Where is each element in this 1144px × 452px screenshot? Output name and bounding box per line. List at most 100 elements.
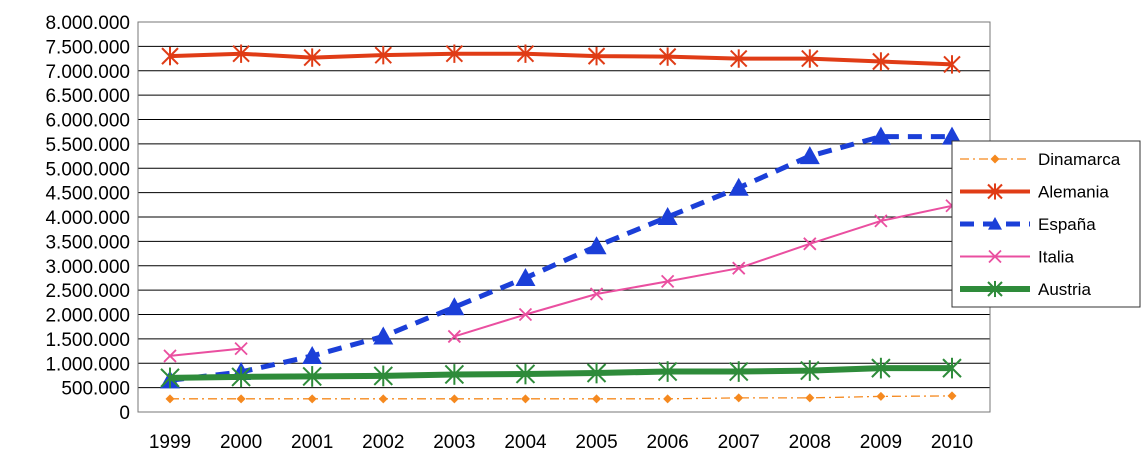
data-point: [163, 349, 177, 363]
data-point: [303, 48, 321, 67]
x-tick-label: 1999: [149, 432, 191, 452]
y-tick-label: 5.000.000: [45, 159, 130, 180]
x-tick-label: 2004: [504, 432, 547, 452]
data-point: [728, 177, 749, 196]
y-tick-label: 3.500.000: [45, 232, 130, 253]
legend-label: Italia: [1038, 248, 1074, 267]
x-tick-label: 2010: [931, 432, 973, 452]
data-point: [515, 267, 536, 286]
data-point: [871, 357, 891, 379]
data-point: [988, 249, 1002, 264]
x-tick-label: 2001: [291, 432, 333, 452]
data-point: [730, 49, 748, 68]
series-españa: [160, 126, 962, 389]
data-point: [874, 214, 888, 228]
data-point: [378, 394, 388, 404]
data-point: [516, 44, 535, 63]
data-point: [589, 287, 604, 301]
data-point: [987, 183, 1003, 200]
legend-item-dinamarca: Dinamarca: [960, 150, 1121, 169]
x-tick-label: 2007: [718, 432, 760, 452]
legend-label: Dinamarca: [1038, 150, 1121, 169]
series-line: [169, 51, 953, 67]
data-point: [800, 360, 820, 381]
data-point: [302, 366, 322, 387]
legend-item-italia: Italia: [960, 248, 1074, 267]
y-tick-label: 2.500.000: [45, 281, 130, 302]
data-point: [657, 361, 678, 382]
x-tick-label: 2005: [575, 432, 617, 452]
series-alemania: [161, 44, 961, 74]
data-point: [231, 366, 251, 388]
data-point: [520, 394, 530, 404]
data-point: [801, 49, 819, 68]
data-point: [161, 46, 179, 66]
y-tick-label: 4.000.000: [45, 208, 130, 229]
data-point: [734, 393, 744, 403]
series-line: [170, 395, 953, 400]
data-point: [374, 45, 392, 65]
y-tick-label: 8.000.000: [45, 13, 130, 34]
data-point: [660, 274, 675, 288]
data-point: [444, 364, 465, 385]
series-austria: [160, 357, 962, 389]
y-tick-label: 0: [119, 403, 130, 424]
data-point: [870, 126, 891, 145]
legend-label: Alemania: [1038, 183, 1109, 202]
data-point: [373, 365, 393, 387]
data-point: [445, 44, 464, 63]
legend-label: España: [1038, 215, 1096, 234]
x-tick-label: 2000: [220, 432, 262, 452]
data-point: [805, 393, 815, 403]
y-tick-label: 500.000: [61, 379, 130, 400]
data-point: [872, 52, 890, 71]
y-axis-ticks: 0 500.000 1.000.000 1.500.000 2.000.000 2.500…: [45, 13, 130, 424]
y-tick-label: 7.000.000: [45, 62, 130, 83]
data-point: [947, 391, 957, 401]
data-point: [515, 363, 536, 385]
data-point: [988, 217, 1002, 230]
data-point: [447, 329, 462, 344]
data-point: [587, 46, 606, 66]
data-point: [803, 237, 817, 251]
x-tick-label: 2003: [433, 432, 475, 452]
data-point: [663, 394, 673, 404]
data-point: [232, 44, 250, 63]
data-point: [373, 326, 394, 345]
x-tick-label: 2006: [646, 432, 688, 452]
series-italia: [163, 199, 959, 363]
data-point: [657, 207, 678, 225]
data-point: [307, 394, 317, 404]
data-point: [592, 394, 602, 404]
data-point: [732, 261, 746, 275]
gridlines: [138, 21, 990, 389]
series-line: [169, 204, 953, 357]
y-tick-label: 7.500.000: [45, 37, 130, 58]
data-point: [586, 362, 607, 384]
series-line: [169, 365, 952, 381]
data-point: [729, 361, 749, 382]
data-point: [518, 307, 533, 322]
data-point: [987, 280, 1003, 298]
legend-item-españa: España: [960, 215, 1096, 234]
legend-item-alemania: Alemania: [960, 183, 1109, 202]
series-dinamarca: [165, 391, 957, 404]
legend: Dinamarca Alemania España Italia Austria: [951, 140, 1141, 308]
data-point: [799, 146, 820, 165]
data-point: [658, 47, 677, 66]
y-tick-label: 1.500.000: [45, 330, 130, 351]
data-point: [586, 236, 607, 255]
y-tick-label: 6.500.000: [45, 86, 130, 107]
data-point: [990, 154, 1000, 164]
data-point: [160, 367, 180, 389]
data-point: [876, 391, 886, 401]
y-tick-label: 1.000.000: [45, 354, 130, 375]
y-tick-label: 6.000.000: [45, 111, 130, 132]
data-point: [942, 357, 962, 379]
y-tick-label: 5.500.000: [45, 135, 130, 156]
x-tick-label: 2008: [789, 432, 831, 452]
data-point: [236, 394, 246, 404]
data-point: [302, 345, 323, 364]
data-point: [444, 297, 465, 316]
